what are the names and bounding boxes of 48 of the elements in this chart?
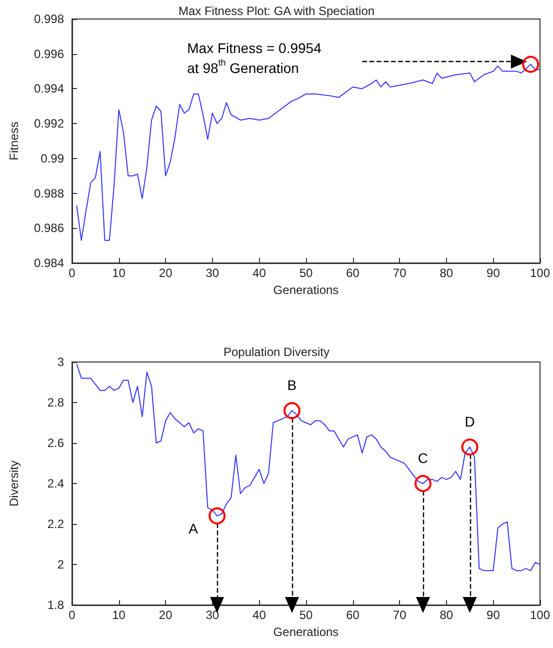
annotation: C	[418, 450, 428, 466]
annotation: B	[287, 377, 297, 394]
x-tick-label: 60	[346, 608, 360, 622]
x-axis-title: Generations	[273, 624, 339, 639]
x-tick-label: 30	[206, 266, 220, 280]
chart-title: Population Diversity	[223, 345, 330, 359]
x-tick-label: 30	[206, 608, 220, 622]
x-tick-label: 90	[486, 608, 500, 622]
y-tick-label: 0.996	[34, 46, 64, 61]
x-axis-title: Generations	[273, 282, 339, 297]
y-axis-title: Fitness	[7, 122, 21, 160]
y-tick-label: 3	[57, 355, 64, 369]
y-tick-label: 0.99	[40, 151, 64, 166]
y-tick-label: 2.6	[47, 436, 64, 450]
y-tick-label: 1.8	[47, 598, 64, 612]
x-tick-label: 100	[530, 608, 550, 622]
x-tick-label: 20	[158, 608, 173, 622]
x-tick-label: 20	[158, 266, 173, 280]
y-tick-label: 0.994	[34, 82, 64, 96]
y-tick-label: 0.988	[34, 186, 64, 200]
y-tick-label: 2.4	[47, 476, 64, 490]
y-tick-label: 0.984	[34, 256, 64, 270]
y-tick-label: 2	[57, 558, 64, 572]
y-axis-title: Diversity	[7, 460, 21, 507]
y-tick-label: 0.998	[34, 12, 64, 26]
x-tick-label: 0	[68, 608, 76, 622]
x-tick-label: 70	[392, 608, 407, 622]
y-tick-label: 0.992	[34, 116, 64, 131]
x-tick-label: 80	[440, 608, 454, 622]
x-tick-label: 0	[68, 266, 76, 280]
x-tick-label: 60	[346, 266, 360, 280]
y-tick-label: 0.986	[34, 221, 64, 236]
chart-title: Max Fitness Plot: GA with Speciation	[178, 4, 375, 18]
x-tick-label: 80	[440, 266, 454, 280]
x-tick-label: 100	[530, 266, 550, 280]
x-tick-label: 50	[299, 608, 313, 622]
y-tick-label: 2.2	[47, 517, 64, 531]
annotation: A	[188, 520, 199, 536]
line-series	[76, 364, 540, 572]
annotation: D	[464, 414, 475, 430]
x-tick-label: 10	[112, 608, 126, 622]
x-tick-label: 50	[299, 266, 313, 280]
x-tick-label: 70	[392, 266, 407, 280]
x-tick-label: 40	[252, 608, 266, 622]
y-tick-label: 2.8	[47, 396, 64, 410]
x-tick-label: 40	[252, 266, 266, 280]
x-tick-label: 90	[486, 266, 500, 280]
x-tick-label: 10	[112, 266, 126, 280]
